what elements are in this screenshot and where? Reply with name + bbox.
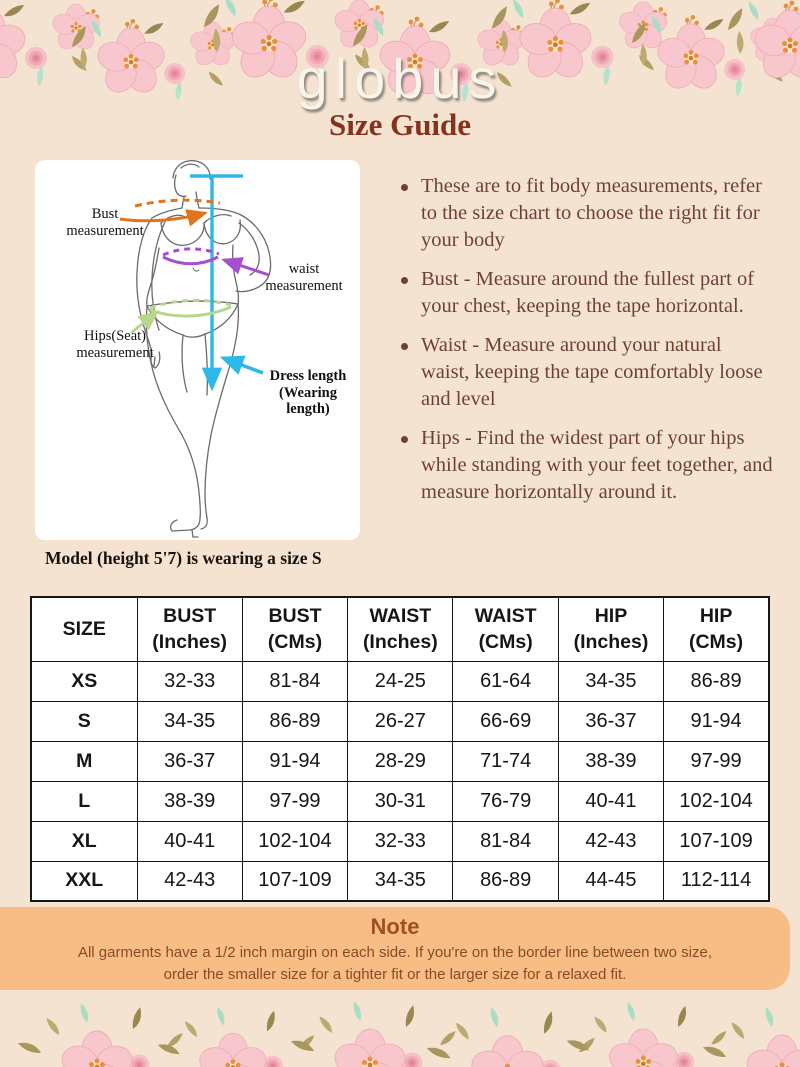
model-size-caption: Model (height 5'7) is wearing a size S <box>45 548 322 568</box>
instruction-item-2: Bust - Measure around the fullest part o… <box>401 266 773 320</box>
size-cell: L <box>30 780 138 822</box>
size-cell: XXL <box>30 860 138 902</box>
measurement-cell: 26-27 <box>347 700 454 742</box>
bust-measurement-label: Bust measurement <box>66 206 144 239</box>
floral-border-bottom-icon <box>0 989 800 1067</box>
hips-measurement-label: Hips(Seat) measurement <box>76 328 154 361</box>
table-row: S 34-35 86-89 26-27 66-69 36-37 91-94 <box>30 700 770 742</box>
size-cell: M <box>30 740 138 782</box>
measurement-cell: 102-104 <box>663 780 770 822</box>
bullet-icon <box>401 277 408 285</box>
waist-measurement-label: waist measurement <box>265 261 343 294</box>
instruction-item-4: Hips - Find the widest part of your hips… <box>401 425 773 506</box>
measurement-cell: 38-39 <box>136 780 243 822</box>
measurement-cell: 112-114 <box>663 860 770 902</box>
table-row: XXL 42-43 107-109 34-35 86-89 44-45 112-114 <box>30 860 770 902</box>
measurement-cell: 24-25 <box>347 660 454 702</box>
measurement-cell: 42-43 <box>136 860 243 902</box>
measurement-cell: 32-33 <box>347 820 454 862</box>
size-cell: XS <box>30 660 138 702</box>
measurement-cell: 30-31 <box>347 780 454 822</box>
measurement-cell: 86-89 <box>241 700 349 742</box>
instruction-item-1: These are to fit body measurements, refe… <box>401 173 773 254</box>
measurement-cell: 86-89 <box>663 660 770 702</box>
measurement-cell: 76-79 <box>452 780 559 822</box>
table-row: L 38-39 97-99 30-31 76-79 40-41 102-104 <box>30 780 770 822</box>
measurement-cell: 91-94 <box>663 700 770 742</box>
table-row: M 36-37 91-94 28-29 71-74 38-39 97-99 <box>30 740 770 782</box>
measurement-cell: 44-45 <box>557 860 665 902</box>
size-chart-header-row: SIZE BUST (Inches) BUST (CMs) WAIST (Inches… <box>30 596 770 662</box>
measurement-cell: 86-89 <box>452 860 559 902</box>
measurement-cell: 91-94 <box>241 740 349 782</box>
instruction-text: These are to fit body measurements, refe… <box>421 175 762 252</box>
note-box: Note All garments have a 1/2 inch margin… <box>0 907 790 990</box>
dress-length-label: Dress length (Wearing length) <box>269 368 347 418</box>
figure-outline <box>136 160 272 538</box>
column-header: WAIST (Inches) <box>347 596 454 662</box>
column-header: BUST (Inches) <box>136 596 243 662</box>
column-header: SIZE <box>30 596 138 662</box>
measurement-cell: 66-69 <box>452 700 559 742</box>
measurement-cell: 38-39 <box>557 740 665 782</box>
measurement-cell: 40-41 <box>136 820 243 862</box>
column-header: HIP (Inches) <box>557 596 665 662</box>
measurement-cell: 81-84 <box>241 660 349 702</box>
measurement-cell: 32-33 <box>136 660 243 702</box>
waist-line <box>162 247 270 277</box>
measurement-cell: 34-35 <box>557 660 665 702</box>
note-title: Note <box>370 914 420 939</box>
bullet-icon <box>401 436 408 444</box>
dress-length-line <box>190 174 264 392</box>
size-chart-table: SIZE BUST (Inches) BUST (CMs) WAIST (Inches… <box>30 596 770 902</box>
measurement-cell: 36-37 <box>136 740 243 782</box>
measurement-instructions-list: These are to fit body measurements, refe… <box>401 173 773 519</box>
column-header: HIP (CMs) <box>663 596 770 662</box>
measurement-cell: 81-84 <box>452 820 559 862</box>
measurement-cell: 34-35 <box>136 700 243 742</box>
bust-line <box>119 198 221 227</box>
instruction-text: Hips - Find the widest part of your hips… <box>421 427 773 504</box>
instruction-text: Bust - Measure around the fullest part o… <box>421 268 755 318</box>
instruction-item-3: Waist - Measure around your natural wais… <box>401 332 773 413</box>
note-body: All garments have a 1/2 inch margin on e… <box>77 944 713 983</box>
measurement-cell: 102-104 <box>241 820 349 862</box>
body-measurement-illustration <box>119 160 272 538</box>
bullet-icon <box>401 184 408 191</box>
bullet-icon <box>401 343 408 351</box>
measurement-cell: 71-74 <box>452 740 559 782</box>
measurement-cell: 97-99 <box>663 740 770 782</box>
size-cell: XL <box>30 820 138 862</box>
measurement-cell: 97-99 <box>241 780 349 822</box>
measurement-cell: 40-41 <box>557 780 665 822</box>
column-header: WAIST (CMs) <box>452 596 559 662</box>
size-cell: S <box>30 700 138 742</box>
page-title: Size Guide <box>328 107 472 142</box>
measurement-cell: 34-35 <box>347 860 454 902</box>
measurement-cell: 107-109 <box>663 820 770 862</box>
measurement-cell: 28-29 <box>347 740 454 782</box>
column-header: BUST (CMs) <box>241 596 349 662</box>
measurement-cell: 107-109 <box>241 860 349 902</box>
measurement-cell: 61-64 <box>452 660 559 702</box>
table-row: XS 32-33 81-84 24-25 61-64 34-35 86-89 <box>30 660 770 702</box>
table-row: XL 40-41 102-104 32-33 81-84 42-43 107-109 <box>30 820 770 862</box>
hips-line <box>130 298 232 335</box>
brand-logo: globus <box>296 47 504 110</box>
measurement-cell: 42-43 <box>557 820 665 862</box>
measurement-diagram-card: Bust measurement waist measurement Hips(… <box>35 160 360 540</box>
instruction-text: Waist - Measure around your natural wais… <box>421 334 763 411</box>
measurement-cell: 36-37 <box>557 700 665 742</box>
